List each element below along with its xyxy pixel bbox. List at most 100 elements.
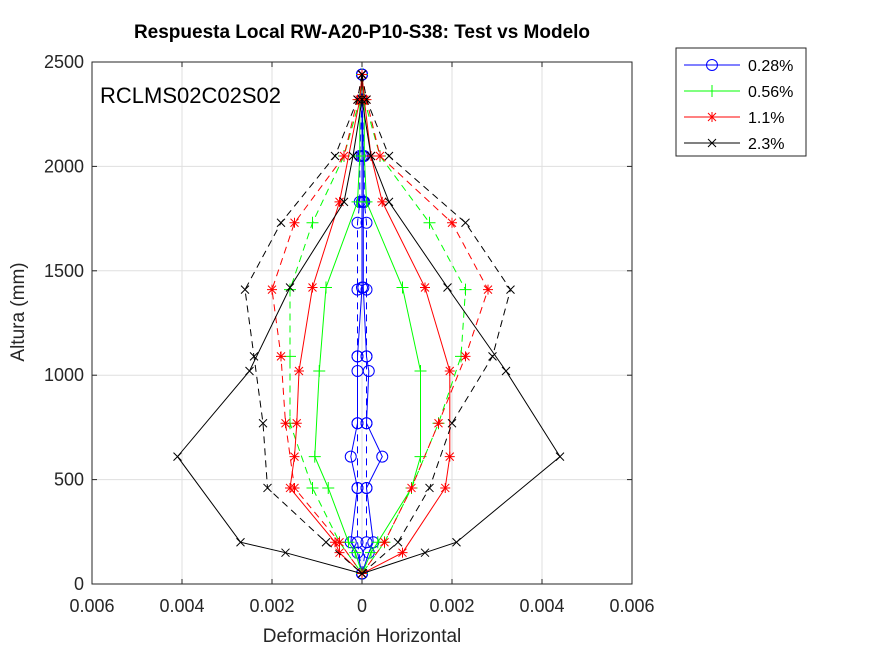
data-point	[555, 452, 565, 461]
x-tick-label: 0.004	[519, 596, 564, 616]
data-point	[285, 283, 295, 292]
x-tick-label: 0.002	[429, 596, 474, 616]
legend-label: 0.56%	[748, 84, 793, 101]
data-point	[447, 217, 457, 228]
y-tick-label: 1000	[44, 365, 84, 385]
data-point	[357, 95, 367, 104]
series-1.1%	[267, 69, 493, 579]
data-point	[285, 482, 295, 493]
data-point	[330, 537, 340, 548]
data-point	[379, 537, 390, 548]
ticks: 0.006 0.004 0.002 0 0.002 0.004 0.006050010001…	[44, 52, 655, 616]
data-point	[362, 365, 375, 378]
legend-marker	[706, 85, 718, 97]
data-point	[351, 481, 364, 494]
data-point	[360, 481, 373, 494]
data-point	[353, 95, 362, 104]
series-line-solid-right	[361, 74, 451, 575]
legend-marker	[707, 138, 717, 148]
series-line-dashed-right	[361, 74, 489, 574]
data-point	[294, 366, 304, 377]
data-point	[501, 366, 511, 376]
legend-marker	[706, 59, 718, 71]
data-point	[349, 546, 362, 559]
data-point	[276, 351, 286, 362]
data-point	[321, 537, 331, 547]
chart-title: Respuesta Local RW-A20-P10-S38: Test vs …	[134, 22, 590, 43]
data-point	[365, 546, 377, 559]
data-point	[291, 418, 302, 429]
data-point	[360, 417, 373, 430]
data-point	[360, 350, 373, 363]
data-point	[362, 95, 371, 104]
data-point	[360, 195, 373, 208]
data-point	[423, 216, 436, 229]
legend-entry: 2.3%	[684, 136, 784, 153]
legend-label: 2.3%	[748, 136, 784, 153]
x-tick-label: 0.006	[609, 596, 654, 616]
data-point	[258, 418, 268, 428]
series-line-dashed-right	[361, 74, 367, 574]
data-point	[393, 537, 403, 547]
series-2.3%	[173, 70, 565, 578]
data-point	[348, 151, 358, 161]
legend-marker	[707, 112, 717, 122]
data-point	[330, 151, 340, 161]
data-point	[339, 197, 349, 207]
data-point	[351, 417, 364, 430]
y-axis-label: Altura (mm)	[8, 262, 29, 361]
data-point	[357, 281, 370, 294]
legend-entry: 0.56%	[684, 84, 793, 101]
legend-box	[675, 47, 807, 157]
data-point	[245, 366, 254, 376]
data-point	[280, 418, 291, 429]
data-point	[488, 352, 497, 361]
data-point	[397, 547, 408, 558]
data-point	[357, 569, 367, 578]
series-line-dashed-right	[361, 74, 467, 574]
y-tick-label: 1500	[44, 261, 84, 281]
series-line-dashed-left	[357, 74, 363, 574]
chart-annotation: RCLMS02C02S02	[100, 83, 281, 108]
data-point	[334, 196, 345, 207]
series-line-dashed-left	[289, 74, 363, 574]
data-point	[173, 452, 182, 461]
data-point	[267, 284, 277, 295]
series-group	[173, 68, 565, 580]
series-line-dashed-left	[244, 74, 363, 574]
data-point	[377, 196, 388, 207]
series-line-solid-right	[361, 74, 561, 575]
plot-area: 0.006 0.004 0.002 0 0.002 0.004 0.006050010001…	[44, 52, 655, 616]
data-point	[289, 451, 300, 462]
data-point	[263, 483, 272, 493]
data-point	[425, 483, 434, 493]
data-point	[240, 285, 250, 294]
data-point	[281, 548, 290, 558]
data-point	[396, 281, 409, 294]
legend-label: 0.28%	[748, 58, 793, 75]
legend-label: 1.1%	[748, 110, 784, 127]
data-point	[284, 283, 296, 296]
legend-entry: 1.1%	[684, 110, 784, 127]
data-point	[357, 70, 367, 79]
y-tick-label: 2500	[44, 52, 84, 72]
legend: 0.28% 0.56% 1.1% 2.3%	[675, 47, 807, 157]
data-point	[359, 94, 370, 105]
data-point	[384, 151, 394, 161]
data-point	[339, 150, 349, 161]
data-point	[447, 418, 457, 428]
data-point	[320, 281, 332, 294]
data-point	[459, 283, 472, 296]
data-point	[249, 352, 259, 361]
data-point	[322, 481, 335, 494]
x-axis-label: Deformación Horizontal	[263, 626, 462, 647]
data-point	[276, 218, 286, 228]
series-line-dashed-right	[361, 74, 512, 574]
x-tick-label: 0.002	[249, 596, 294, 616]
y-tick-label: 500	[54, 470, 84, 490]
y-tick-label: 2000	[44, 156, 84, 176]
data-point	[313, 365, 326, 378]
data-point	[351, 350, 364, 363]
data-point	[376, 450, 389, 463]
